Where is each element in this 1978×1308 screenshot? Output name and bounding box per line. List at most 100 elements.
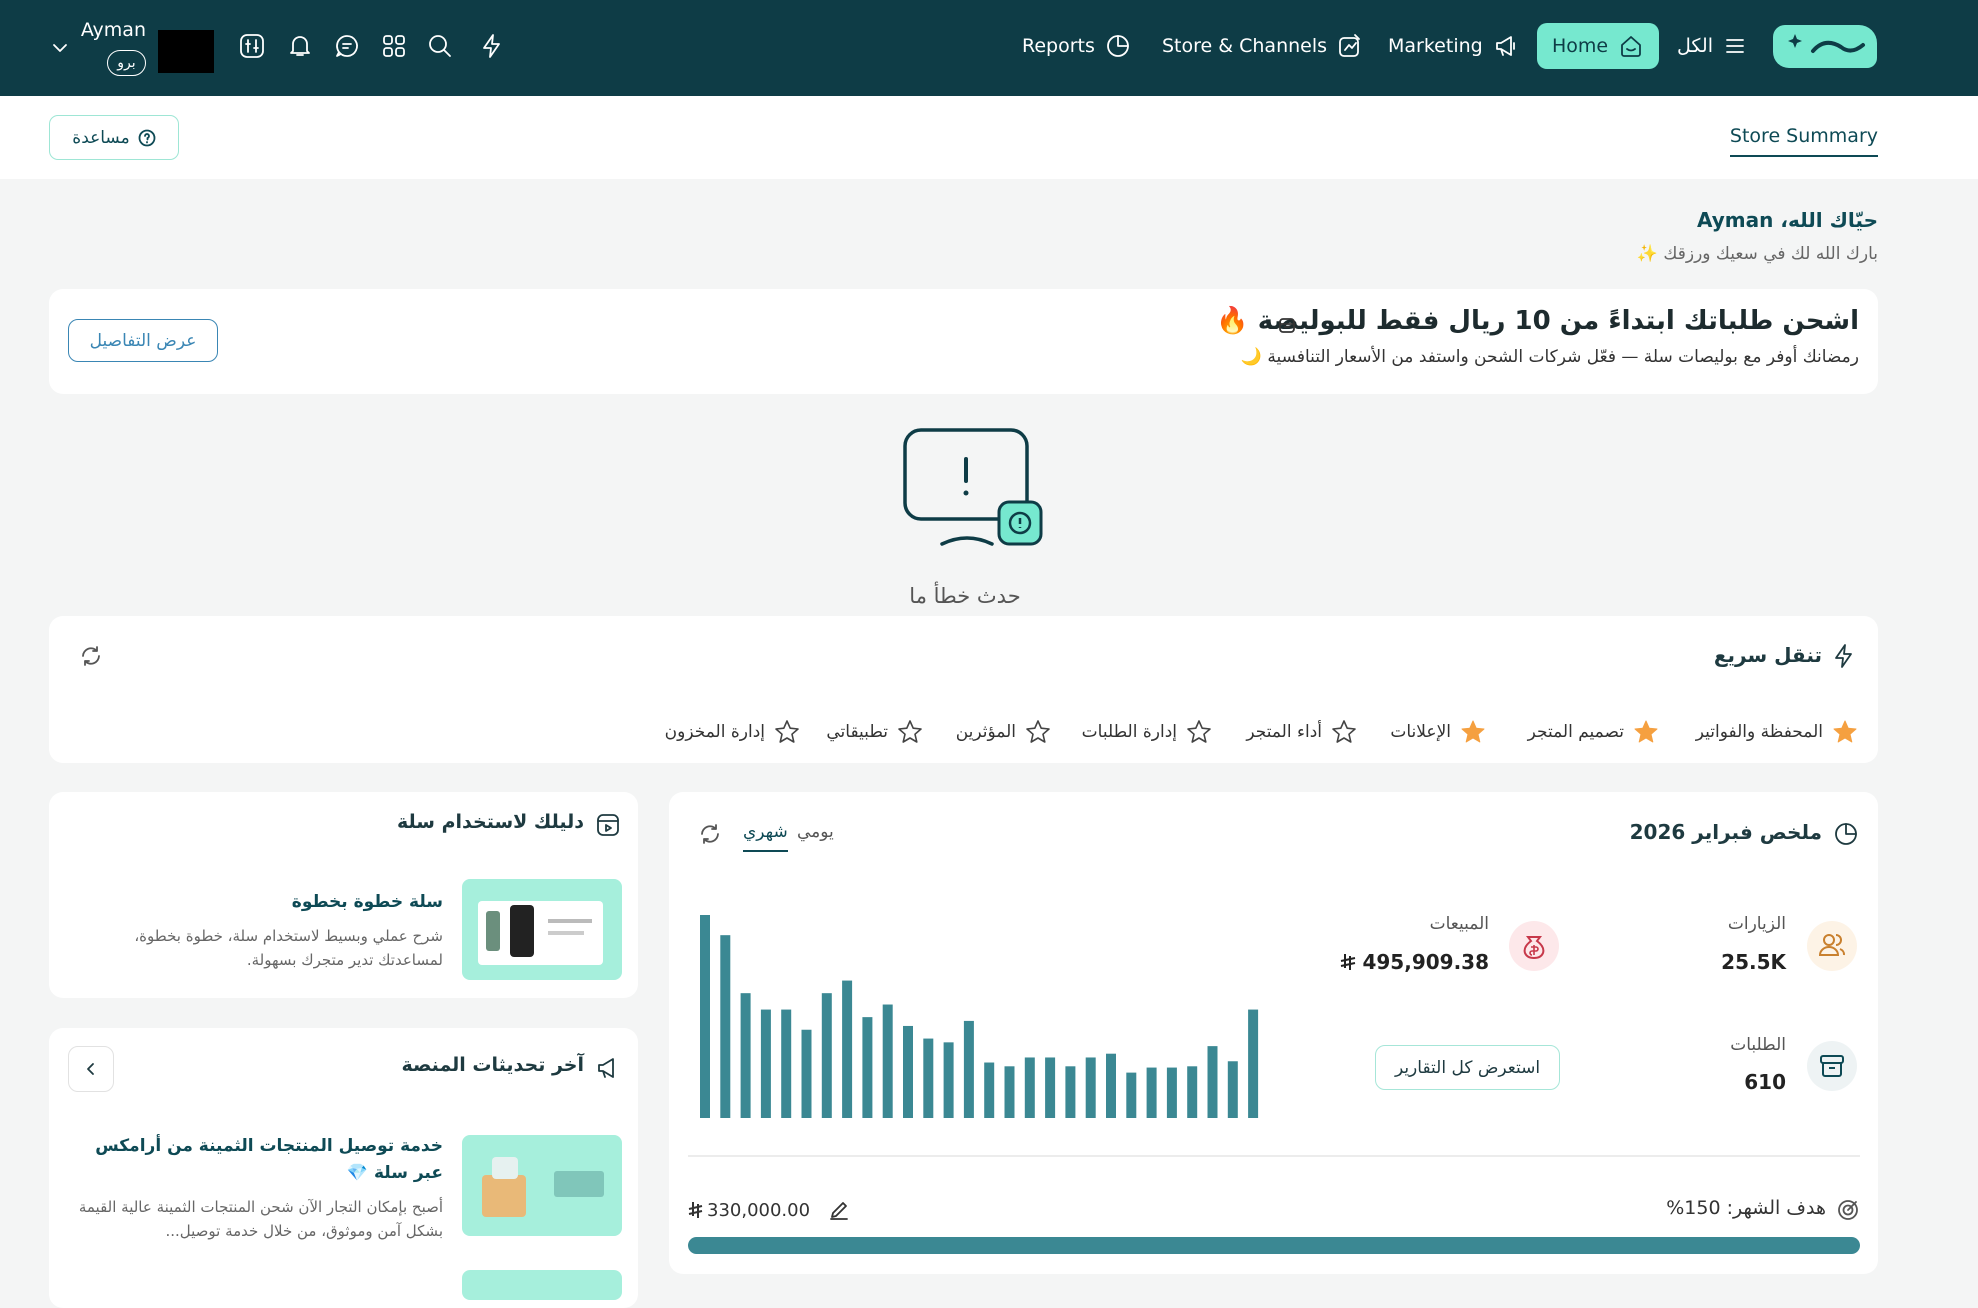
quick-nav-item[interactable]: الإعلانات <box>1390 718 1486 746</box>
quick-nav-label: أداء المتجر <box>1246 722 1322 742</box>
guide-item-title[interactable]: سلة خطوة بخطوة <box>291 892 443 912</box>
updates-item-description: أصبح بإمكان التجار الآن شحن المنتجات الث… <box>78 1198 443 1240</box>
bar[interactable] <box>862 1017 873 1118</box>
help-button[interactable]: مساعدة <box>49 115 179 160</box>
refresh-icon[interactable] <box>698 822 722 846</box>
bar[interactable] <box>882 1004 893 1118</box>
settings-icon[interactable] <box>239 33 265 59</box>
quick-nav-card <box>49 616 1878 763</box>
bar[interactable] <box>1227 1061 1238 1118</box>
bar[interactable] <box>1126 1072 1137 1118</box>
bar[interactable] <box>923 1038 934 1118</box>
bar[interactable] <box>1146 1067 1157 1118</box>
nav-store[interactable]: Store & Channels <box>1162 23 1363 69</box>
logo[interactable] <box>1773 25 1877 68</box>
bar[interactable] <box>821 993 832 1118</box>
tab-daily[interactable]: يومي <box>797 822 834 842</box>
greeting: حيّاك الله، Ayman <box>1697 208 1878 232</box>
bar[interactable] <box>842 980 853 1118</box>
star-icon[interactable] <box>774 719 800 745</box>
updates-item-title[interactable]: خدمة توصيل المنتجات الثمينة من أرامكس عب… <box>95 1136 443 1183</box>
quick-nav-item[interactable]: إدارة الطلبات <box>1082 718 1212 746</box>
sales-value: 495,909.38 <box>1362 950 1489 974</box>
user-name[interactable]: Ayman <box>80 19 146 41</box>
help-label: مساعدة <box>72 127 130 148</box>
bar[interactable] <box>1187 1066 1198 1118</box>
updates-thumbnail[interactable] <box>462 1135 622 1236</box>
updates-nav-button[interactable] <box>68 1046 114 1092</box>
sales-icon <box>1509 921 1559 971</box>
bar[interactable] <box>1085 1057 1096 1118</box>
bar[interactable] <box>1207 1046 1218 1118</box>
goal-label: هدف الشهر: 150% <box>1666 1197 1826 1219</box>
guide-thumbnail[interactable] <box>462 879 622 980</box>
bar[interactable] <box>984 1062 995 1118</box>
bar[interactable] <box>943 1042 954 1118</box>
nav-label: الكل <box>1677 35 1713 57</box>
quick-nav-label: إدارة الطلبات <box>1081 722 1177 742</box>
bar[interactable] <box>903 1025 913 1118</box>
bar[interactable] <box>740 993 751 1118</box>
nav-all[interactable]: الكل <box>1677 23 1747 69</box>
chevron-down[interactable] <box>50 38 70 58</box>
updates-thumbnail[interactable] <box>462 1270 622 1300</box>
updates-title: آخر تحديثات المنصة <box>401 1054 584 1076</box>
quick-nav-item[interactable]: أداء المتجر <box>1246 718 1357 746</box>
nav-reports[interactable]: Reports <box>1022 23 1131 69</box>
bar[interactable] <box>801 1029 812 1118</box>
bar[interactable] <box>760 1009 771 1118</box>
daily-sales-chart <box>700 915 1259 1118</box>
sub-bar <box>0 96 1978 179</box>
quick-nav-item[interactable]: تصميم المتجر <box>1528 718 1659 746</box>
nav-label: Marketing <box>1388 35 1483 57</box>
nav-home[interactable]: Home <box>1537 23 1659 69</box>
banner-button[interactable]: عرض التفاصيل <box>68 319 218 362</box>
bar[interactable] <box>963 1020 974 1118</box>
bar[interactable] <box>1004 1066 1015 1118</box>
edit-icon[interactable] <box>828 1199 850 1221</box>
bar[interactable] <box>1024 1057 1035 1118</box>
star-icon[interactable] <box>1331 719 1357 745</box>
orders-icon <box>1807 1041 1857 1091</box>
star-icon[interactable] <box>1460 719 1486 745</box>
star-icon[interactable] <box>1186 719 1212 745</box>
star-icon[interactable] <box>1025 719 1051 745</box>
apps-icon[interactable] <box>381 33 407 59</box>
bar[interactable] <box>720 935 731 1118</box>
bar[interactable] <box>700 915 710 1118</box>
chevron-left <box>87 1063 94 1075</box>
visits-icon <box>1807 921 1857 971</box>
search-icon[interactable] <box>427 33 453 59</box>
visits-label: الزيارات <box>1727 914 1786 934</box>
bar[interactable] <box>1166 1067 1177 1118</box>
banner-title: اشحن طلباتك ابتداءً من 10 ريال فقط للبول… <box>1216 306 1859 336</box>
nav-marketing[interactable]: Marketing <box>1388 23 1519 69</box>
reports-button[interactable]: استعرض كل التقارير <box>1375 1045 1560 1090</box>
quick-nav-item[interactable]: إدارة المخزون <box>665 718 800 746</box>
bar[interactable] <box>1248 1009 1259 1118</box>
quick-nav-item[interactable]: المحفظة والفواتير <box>1696 718 1858 746</box>
star-icon[interactable] <box>897 719 923 745</box>
nav-label: Store & Channels <box>1162 35 1328 57</box>
bar[interactable] <box>1065 1066 1076 1118</box>
star-icon[interactable] <box>1633 719 1659 745</box>
tab-monthly[interactable]: شهري <box>743 822 788 852</box>
quick-nav-item[interactable]: تطبيقاتي <box>826 718 923 746</box>
tab-store-summary[interactable]: Store Summary <box>1729 125 1878 157</box>
bar[interactable] <box>1045 1057 1056 1118</box>
bolt-icon[interactable] <box>479 33 505 59</box>
quick-nav-label: تصميم المتجر <box>1527 722 1624 742</box>
bell-icon[interactable] <box>287 33 313 59</box>
quick-nav-item[interactable]: المؤثرين <box>956 718 1051 746</box>
bar[interactable] <box>781 1009 792 1118</box>
logo-mark <box>1788 34 1865 53</box>
star-icon[interactable] <box>1832 719 1858 745</box>
goal-target-row: 330,000.00 <box>688 1199 850 1221</box>
greeting-subtitle: بارك الله لك في سعيك ورزقك ✨ <box>1636 244 1878 264</box>
refresh-icon[interactable] <box>79 644 103 668</box>
guide-title: دليلك لاستخدام سلة <box>397 811 584 833</box>
chat-icon[interactable] <box>334 33 360 59</box>
avatar[interactable] <box>158 30 214 73</box>
bar[interactable] <box>1106 1053 1116 1118</box>
